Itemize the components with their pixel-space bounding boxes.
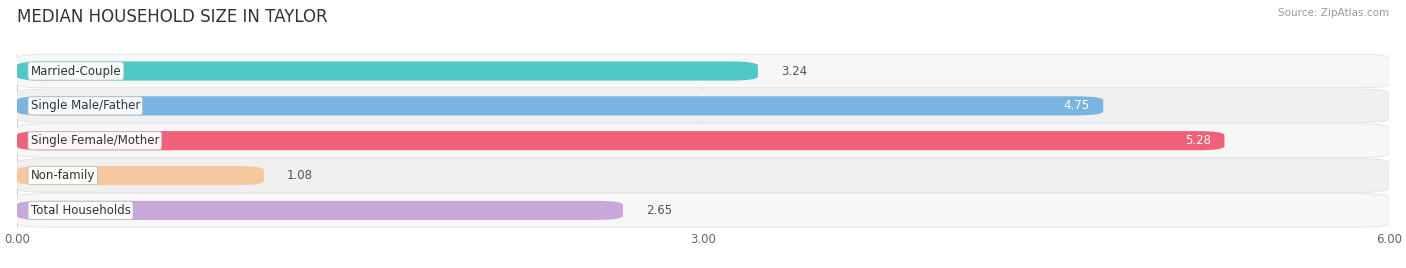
FancyBboxPatch shape <box>17 89 1389 122</box>
Text: MEDIAN HOUSEHOLD SIZE IN TAYLOR: MEDIAN HOUSEHOLD SIZE IN TAYLOR <box>17 8 328 26</box>
Text: 2.65: 2.65 <box>645 204 672 217</box>
FancyBboxPatch shape <box>17 131 1225 150</box>
Text: 4.75: 4.75 <box>1063 99 1090 112</box>
FancyBboxPatch shape <box>17 166 264 185</box>
FancyBboxPatch shape <box>17 124 1389 157</box>
FancyBboxPatch shape <box>17 96 1104 116</box>
Text: Total Households: Total Households <box>31 204 131 217</box>
Text: 1.08: 1.08 <box>287 169 312 182</box>
Text: Single Male/Father: Single Male/Father <box>31 99 141 112</box>
FancyBboxPatch shape <box>17 54 1389 88</box>
Text: Single Female/Mother: Single Female/Mother <box>31 134 159 147</box>
Text: 5.28: 5.28 <box>1185 134 1211 147</box>
FancyBboxPatch shape <box>17 159 1389 192</box>
Text: 3.24: 3.24 <box>780 65 807 77</box>
FancyBboxPatch shape <box>17 61 758 81</box>
FancyBboxPatch shape <box>17 201 623 220</box>
Text: Non-family: Non-family <box>31 169 96 182</box>
FancyBboxPatch shape <box>17 194 1389 227</box>
Text: Married-Couple: Married-Couple <box>31 65 121 77</box>
Text: Source: ZipAtlas.com: Source: ZipAtlas.com <box>1278 8 1389 18</box>
